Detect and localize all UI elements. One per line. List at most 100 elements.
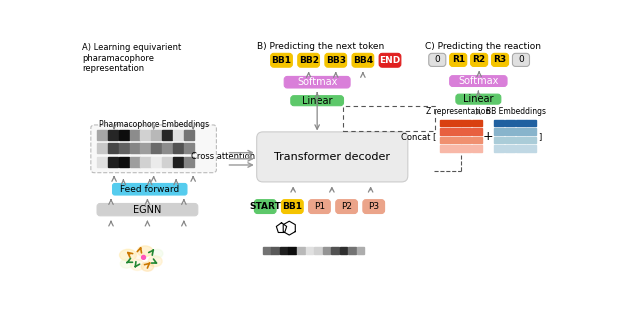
Bar bbox=[184, 143, 194, 153]
Bar bbox=[331, 247, 339, 254]
Bar bbox=[461, 119, 472, 126]
Text: Concat [: Concat [ bbox=[401, 132, 436, 141]
Bar bbox=[527, 128, 536, 135]
Bar bbox=[151, 130, 161, 140]
Bar bbox=[297, 247, 305, 254]
Bar bbox=[516, 145, 525, 152]
Text: END: END bbox=[380, 56, 401, 65]
Bar bbox=[108, 130, 118, 140]
FancyBboxPatch shape bbox=[429, 53, 446, 66]
Bar bbox=[494, 119, 504, 126]
Text: Feed forward: Feed forward bbox=[120, 185, 179, 194]
Bar bbox=[527, 137, 536, 143]
Bar bbox=[97, 143, 107, 153]
FancyBboxPatch shape bbox=[113, 184, 187, 195]
FancyBboxPatch shape bbox=[513, 53, 529, 66]
Bar bbox=[305, 247, 313, 254]
Bar bbox=[505, 128, 515, 135]
Bar bbox=[472, 137, 482, 143]
Bar bbox=[129, 130, 140, 140]
Bar bbox=[263, 247, 271, 254]
Text: B) Predicting the next token: B) Predicting the next token bbox=[257, 42, 384, 51]
Bar bbox=[516, 119, 525, 126]
Bar bbox=[162, 157, 172, 166]
Bar bbox=[271, 247, 279, 254]
Bar bbox=[516, 128, 525, 135]
Bar bbox=[184, 157, 194, 166]
Bar bbox=[527, 119, 536, 126]
Bar bbox=[129, 143, 140, 153]
Text: R1: R1 bbox=[452, 55, 465, 64]
Text: BB4: BB4 bbox=[353, 56, 373, 65]
Text: EGNN: EGNN bbox=[133, 205, 162, 215]
Circle shape bbox=[141, 255, 145, 259]
FancyBboxPatch shape bbox=[336, 200, 358, 214]
Text: BB1: BB1 bbox=[271, 56, 291, 65]
Bar bbox=[97, 157, 107, 166]
Bar bbox=[340, 247, 348, 254]
Bar bbox=[323, 247, 330, 254]
Bar bbox=[356, 247, 364, 254]
Bar bbox=[140, 130, 150, 140]
FancyBboxPatch shape bbox=[97, 204, 198, 216]
Bar bbox=[97, 130, 107, 140]
Bar bbox=[505, 119, 515, 126]
Bar bbox=[451, 137, 461, 143]
Bar bbox=[184, 130, 194, 140]
Text: C) Predicting the reaction: C) Predicting the reaction bbox=[425, 42, 541, 51]
Bar bbox=[440, 137, 450, 143]
Text: BB2: BB2 bbox=[299, 56, 319, 65]
Bar bbox=[451, 119, 461, 126]
Bar bbox=[472, 145, 482, 152]
Bar bbox=[451, 128, 461, 135]
FancyBboxPatch shape bbox=[271, 53, 292, 67]
Bar bbox=[119, 143, 129, 153]
FancyBboxPatch shape bbox=[284, 76, 350, 88]
Text: Transformer decoder: Transformer decoder bbox=[275, 152, 390, 162]
Text: START: START bbox=[250, 202, 281, 211]
Bar bbox=[343, 107, 435, 131]
Bar bbox=[472, 128, 482, 135]
Bar bbox=[461, 137, 472, 143]
Bar bbox=[151, 157, 161, 166]
Bar bbox=[280, 247, 288, 254]
Bar bbox=[129, 157, 140, 166]
Bar bbox=[505, 145, 515, 152]
FancyBboxPatch shape bbox=[298, 53, 319, 67]
Bar bbox=[289, 247, 296, 254]
Bar bbox=[173, 143, 183, 153]
Bar bbox=[173, 130, 183, 140]
FancyBboxPatch shape bbox=[352, 53, 374, 67]
FancyBboxPatch shape bbox=[470, 53, 488, 66]
Ellipse shape bbox=[131, 260, 145, 270]
Text: Pharmacophore Embeddings: Pharmacophore Embeddings bbox=[99, 119, 209, 129]
Text: Z representation: Z representation bbox=[426, 108, 490, 116]
Text: BB Embeddings: BB Embeddings bbox=[486, 108, 545, 116]
Ellipse shape bbox=[148, 256, 162, 266]
FancyBboxPatch shape bbox=[282, 200, 303, 214]
FancyBboxPatch shape bbox=[308, 200, 330, 214]
Ellipse shape bbox=[120, 259, 132, 268]
Bar bbox=[505, 137, 515, 143]
FancyBboxPatch shape bbox=[363, 200, 385, 214]
Bar bbox=[348, 247, 356, 254]
FancyBboxPatch shape bbox=[379, 53, 401, 67]
Text: BB1: BB1 bbox=[282, 202, 302, 211]
Ellipse shape bbox=[134, 252, 145, 260]
Text: Linear: Linear bbox=[463, 94, 493, 104]
Text: Linear: Linear bbox=[302, 96, 332, 106]
FancyBboxPatch shape bbox=[492, 53, 509, 66]
Text: 0: 0 bbox=[518, 55, 524, 64]
Bar bbox=[140, 157, 150, 166]
FancyBboxPatch shape bbox=[257, 132, 408, 182]
Bar bbox=[314, 247, 322, 254]
Text: Softmax: Softmax bbox=[297, 77, 337, 87]
Text: P3: P3 bbox=[368, 202, 380, 211]
Bar bbox=[119, 157, 129, 166]
Text: A) Learning equivarient
pharamacophore
representation: A) Learning equivarient pharamacophore r… bbox=[83, 43, 182, 73]
Bar bbox=[451, 145, 461, 152]
Text: Softmax: Softmax bbox=[458, 76, 499, 86]
Bar bbox=[516, 137, 525, 143]
FancyBboxPatch shape bbox=[254, 200, 276, 214]
Text: ]: ] bbox=[538, 132, 541, 141]
